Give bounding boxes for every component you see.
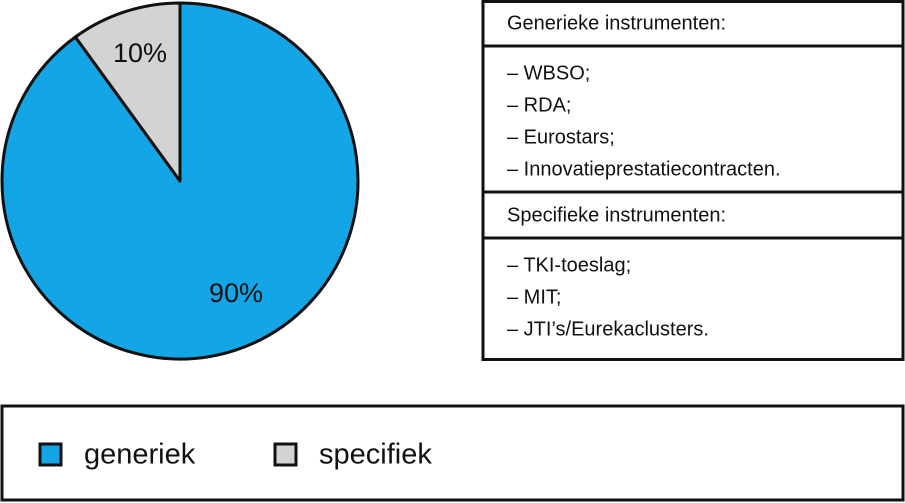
slice-label: 90% (209, 278, 263, 308)
list-item: – JTI’s/Eurekaclusters. (507, 318, 709, 340)
legend-swatch (273, 442, 298, 467)
pie-slice (0, 1, 360, 361)
list-item: – Eurostars; (507, 126, 615, 148)
list-item: – MIT; (507, 286, 561, 308)
legend-label: specifiek (319, 439, 432, 471)
list-item: – WBSO; (507, 62, 590, 84)
section-title: Specifieke instrumenten: (507, 204, 726, 226)
slice-label: 10% (113, 38, 167, 68)
pie-slice (73, 1, 182, 183)
list-item: – Innovatieprestatiecontracten. (507, 158, 781, 180)
section-title: Generieke instrumenten: (507, 12, 726, 34)
legend-box (0, 404, 905, 502)
info-box (481, 0, 905, 361)
legend-label: generiek (84, 439, 196, 471)
legend-swatch (38, 442, 63, 467)
list-item: – RDA; (507, 94, 571, 116)
list-item: – TKI-toeslag; (507, 254, 631, 276)
